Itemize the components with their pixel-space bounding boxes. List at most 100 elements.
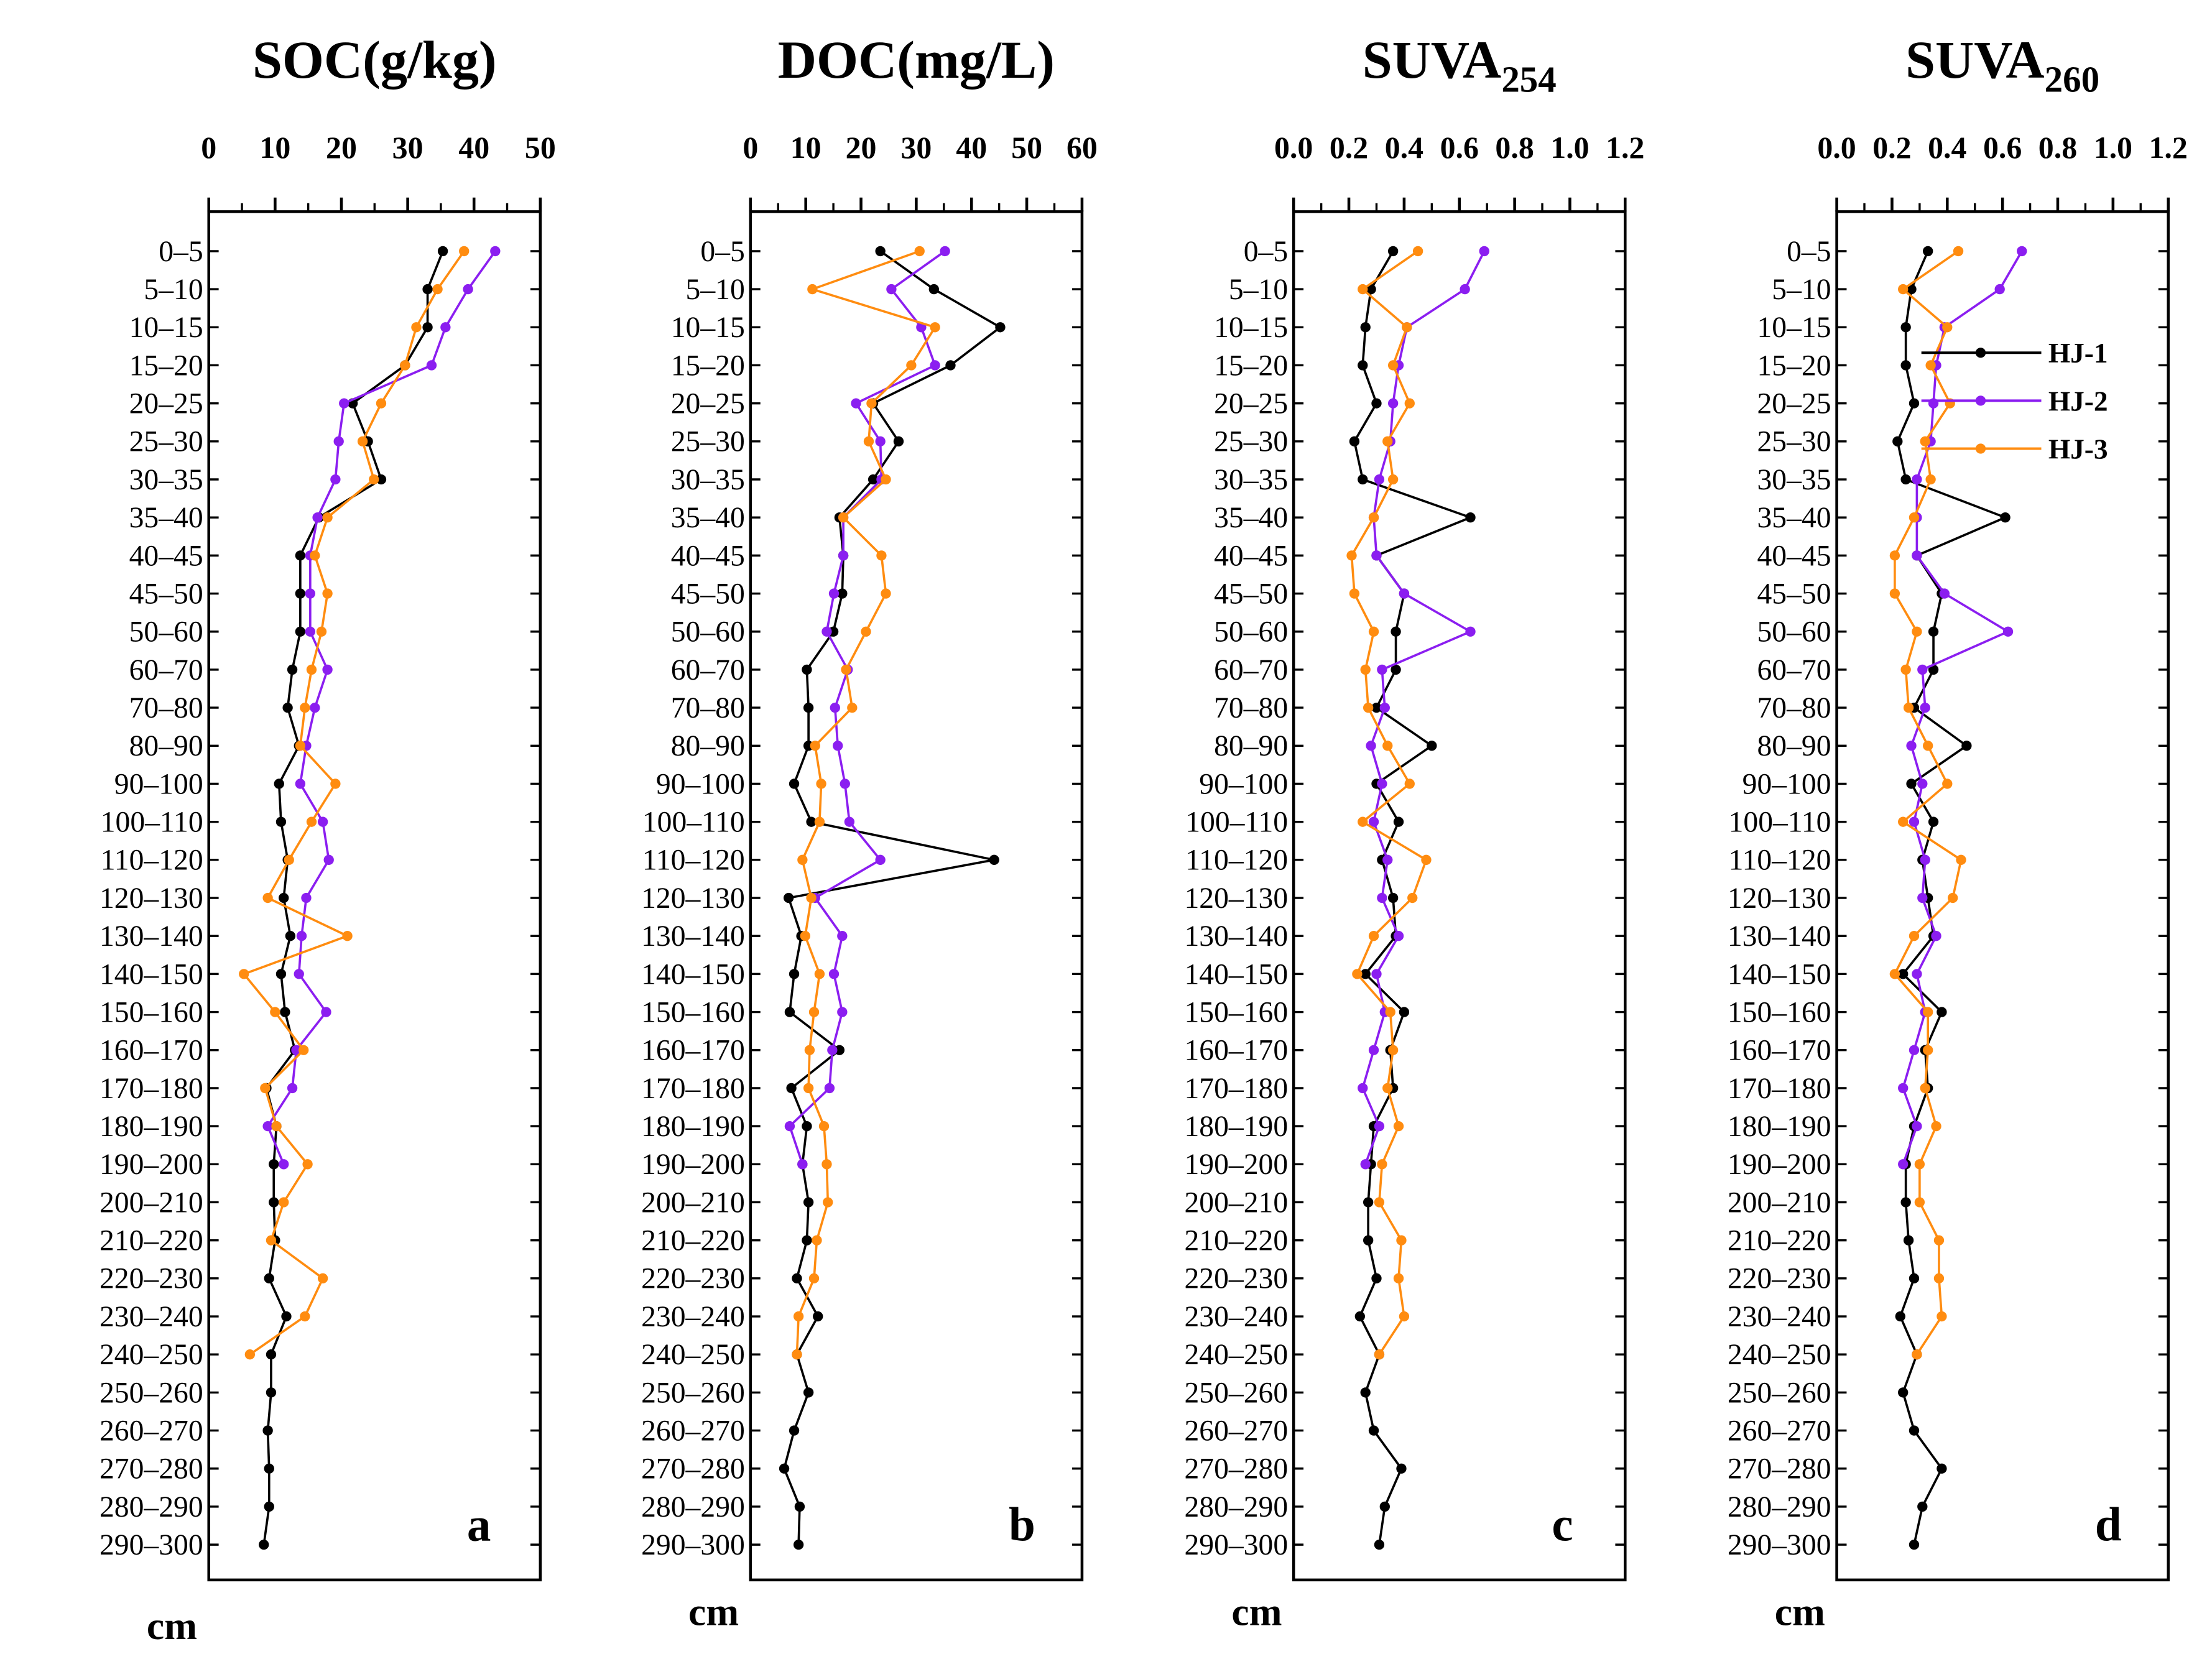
depth-label: 15–20 bbox=[129, 349, 203, 382]
data-point-hj-3 bbox=[838, 512, 849, 523]
data-point-hj-2 bbox=[833, 741, 843, 751]
data-point-hj-2 bbox=[1909, 1045, 1920, 1055]
series-line-hj-3 bbox=[1893, 250, 1963, 1356]
data-point-hj-2 bbox=[1917, 779, 1928, 789]
depth-label: 45–50 bbox=[129, 578, 203, 610]
depth-label: 180–190 bbox=[99, 1111, 203, 1143]
depth-label: 80–90 bbox=[1757, 730, 1831, 762]
data-point-hj-2 bbox=[1368, 816, 1379, 827]
data-point-hj-1 bbox=[1354, 1311, 1365, 1322]
data-point-hj-2 bbox=[1377, 892, 1387, 903]
data-point-hj-1 bbox=[1349, 436, 1360, 446]
panel-c: SUVA254 0.0 0.2 0.4 0.6 0.8 1.0 1.2 0–5 5–10 10–15… bbox=[1184, 30, 1644, 1634]
data-point-hj-2 bbox=[1939, 588, 1950, 599]
depth-label: 45–50 bbox=[1757, 578, 1831, 610]
data-point-hj-2 bbox=[2002, 626, 2014, 637]
data-point-hj-1 bbox=[1909, 1425, 1920, 1436]
depth-label: 170–180 bbox=[99, 1073, 203, 1105]
data-point-hj-1 bbox=[1427, 741, 1437, 751]
x-tick-label: 0.4 bbox=[1385, 131, 1423, 165]
data-point-hj-1 bbox=[262, 1425, 273, 1436]
depth-label: 0–5 bbox=[700, 236, 744, 268]
data-point-hj-1 bbox=[802, 664, 812, 675]
depth-label: 250–260 bbox=[99, 1377, 203, 1409]
depth-label: 80–90 bbox=[129, 730, 203, 762]
depth-label: 25–30 bbox=[1757, 426, 1831, 458]
data-point-hj-1 bbox=[995, 322, 1006, 333]
depth-label: 150–160 bbox=[1184, 996, 1288, 1028]
data-point-hj-1 bbox=[802, 1235, 812, 1245]
panel-b: DOC(mg/L) 0 10 20 30 40 50 60 0–5 5–10 10–15 15–20 2… bbox=[641, 30, 1098, 1634]
depth-label: 40–45 bbox=[1757, 540, 1831, 572]
data-point-hj-3 bbox=[239, 969, 249, 979]
data-point-hj-3 bbox=[1920, 1083, 1930, 1094]
data-point-hj-3 bbox=[1374, 1349, 1385, 1360]
data-point-hj-1 bbox=[285, 931, 296, 941]
data-point-hj-1 bbox=[1928, 626, 1939, 637]
data-point-hj-2 bbox=[1368, 1045, 1379, 1055]
depth-label: 190–200 bbox=[1184, 1148, 1288, 1181]
depth-label: 30–35 bbox=[671, 464, 745, 496]
x-tick-label: 60 bbox=[1067, 131, 1098, 165]
data-point-hj-2 bbox=[490, 246, 501, 257]
data-point-hj-1 bbox=[269, 1197, 279, 1208]
data-point-hj-3 bbox=[797, 854, 808, 866]
data-point-hj-1 bbox=[295, 588, 306, 599]
depth-label: 240–250 bbox=[99, 1339, 203, 1371]
title-subscript: 260 bbox=[2045, 59, 2099, 100]
depth-label: 120–130 bbox=[99, 882, 203, 915]
depth-label: 280–290 bbox=[641, 1491, 745, 1523]
data-point-hj-1 bbox=[1371, 398, 1382, 409]
depth-label: 25–30 bbox=[671, 426, 745, 458]
depth-label: 50–60 bbox=[1214, 616, 1288, 649]
x-tick-label: 10 bbox=[790, 131, 821, 165]
data-point-hj-2 bbox=[940, 246, 950, 257]
data-point-hj-2 bbox=[784, 1121, 795, 1132]
data-point-hj-1 bbox=[264, 1501, 274, 1512]
data-point-hj-3 bbox=[1947, 892, 1958, 903]
depth-label: 0–5 bbox=[1787, 236, 1831, 268]
data-point-hj-3 bbox=[295, 741, 306, 751]
data-point-hj-1 bbox=[376, 474, 387, 485]
series-line-hj-3 bbox=[1350, 250, 1428, 1356]
depth-label: 40–45 bbox=[671, 540, 745, 572]
data-point-hj-3 bbox=[1402, 322, 1412, 333]
x-tick-label: 0.2 bbox=[1872, 131, 1911, 165]
data-point-hj-3 bbox=[906, 360, 917, 371]
depth-label: 40–45 bbox=[129, 540, 203, 572]
depth-label: 120–130 bbox=[641, 882, 745, 915]
depth-label: 230–240 bbox=[1184, 1301, 1288, 1333]
depth-label: 260–270 bbox=[1184, 1415, 1288, 1447]
data-point-hj-2 bbox=[1898, 1159, 1909, 1170]
depth-label: 220–230 bbox=[99, 1263, 203, 1295]
data-point-hj-2 bbox=[1912, 550, 1922, 561]
depth-label: 20–25 bbox=[1757, 388, 1831, 420]
data-point-hj-2 bbox=[1917, 664, 1928, 675]
data-point-hj-1 bbox=[783, 892, 794, 903]
x-tick-label: 40 bbox=[956, 131, 987, 165]
data-point-hj-3 bbox=[1407, 892, 1418, 903]
data-point-hj-3 bbox=[1363, 702, 1374, 713]
depth-label: 60–70 bbox=[1757, 654, 1831, 686]
data-point-hj-2 bbox=[1374, 474, 1385, 485]
data-point-hj-1 bbox=[1909, 1273, 1920, 1284]
data-point-hj-1 bbox=[789, 969, 800, 979]
depth-label: 70–80 bbox=[1757, 692, 1831, 724]
plot-frame bbox=[1292, 210, 1627, 1582]
panel-title: SUVA254 bbox=[1363, 30, 1557, 100]
data-point-hj-2 bbox=[322, 664, 333, 675]
data-point-hj-1 bbox=[1906, 284, 1917, 295]
data-point-hj-1 bbox=[1360, 322, 1371, 333]
panel-a: SOC(g/kg) 0 10 20 30 40 50 0–5 5–10 10–15 15–20 20–… bbox=[99, 30, 556, 1648]
data-point-hj-2 bbox=[440, 322, 451, 333]
x-tick-label: 1.0 bbox=[2094, 131, 2132, 165]
data-point-hj-2 bbox=[1358, 1083, 1368, 1094]
data-point-hj-3 bbox=[803, 1083, 814, 1094]
data-point-hj-2 bbox=[830, 702, 840, 713]
depth-label: 210–220 bbox=[1728, 1225, 1831, 1257]
data-point-hj-1 bbox=[264, 1463, 274, 1474]
data-point-hj-3 bbox=[806, 892, 817, 903]
depth-label: 5–10 bbox=[1229, 274, 1288, 306]
data-point-hj-3 bbox=[262, 892, 273, 903]
data-point-hj-2 bbox=[1917, 892, 1928, 903]
